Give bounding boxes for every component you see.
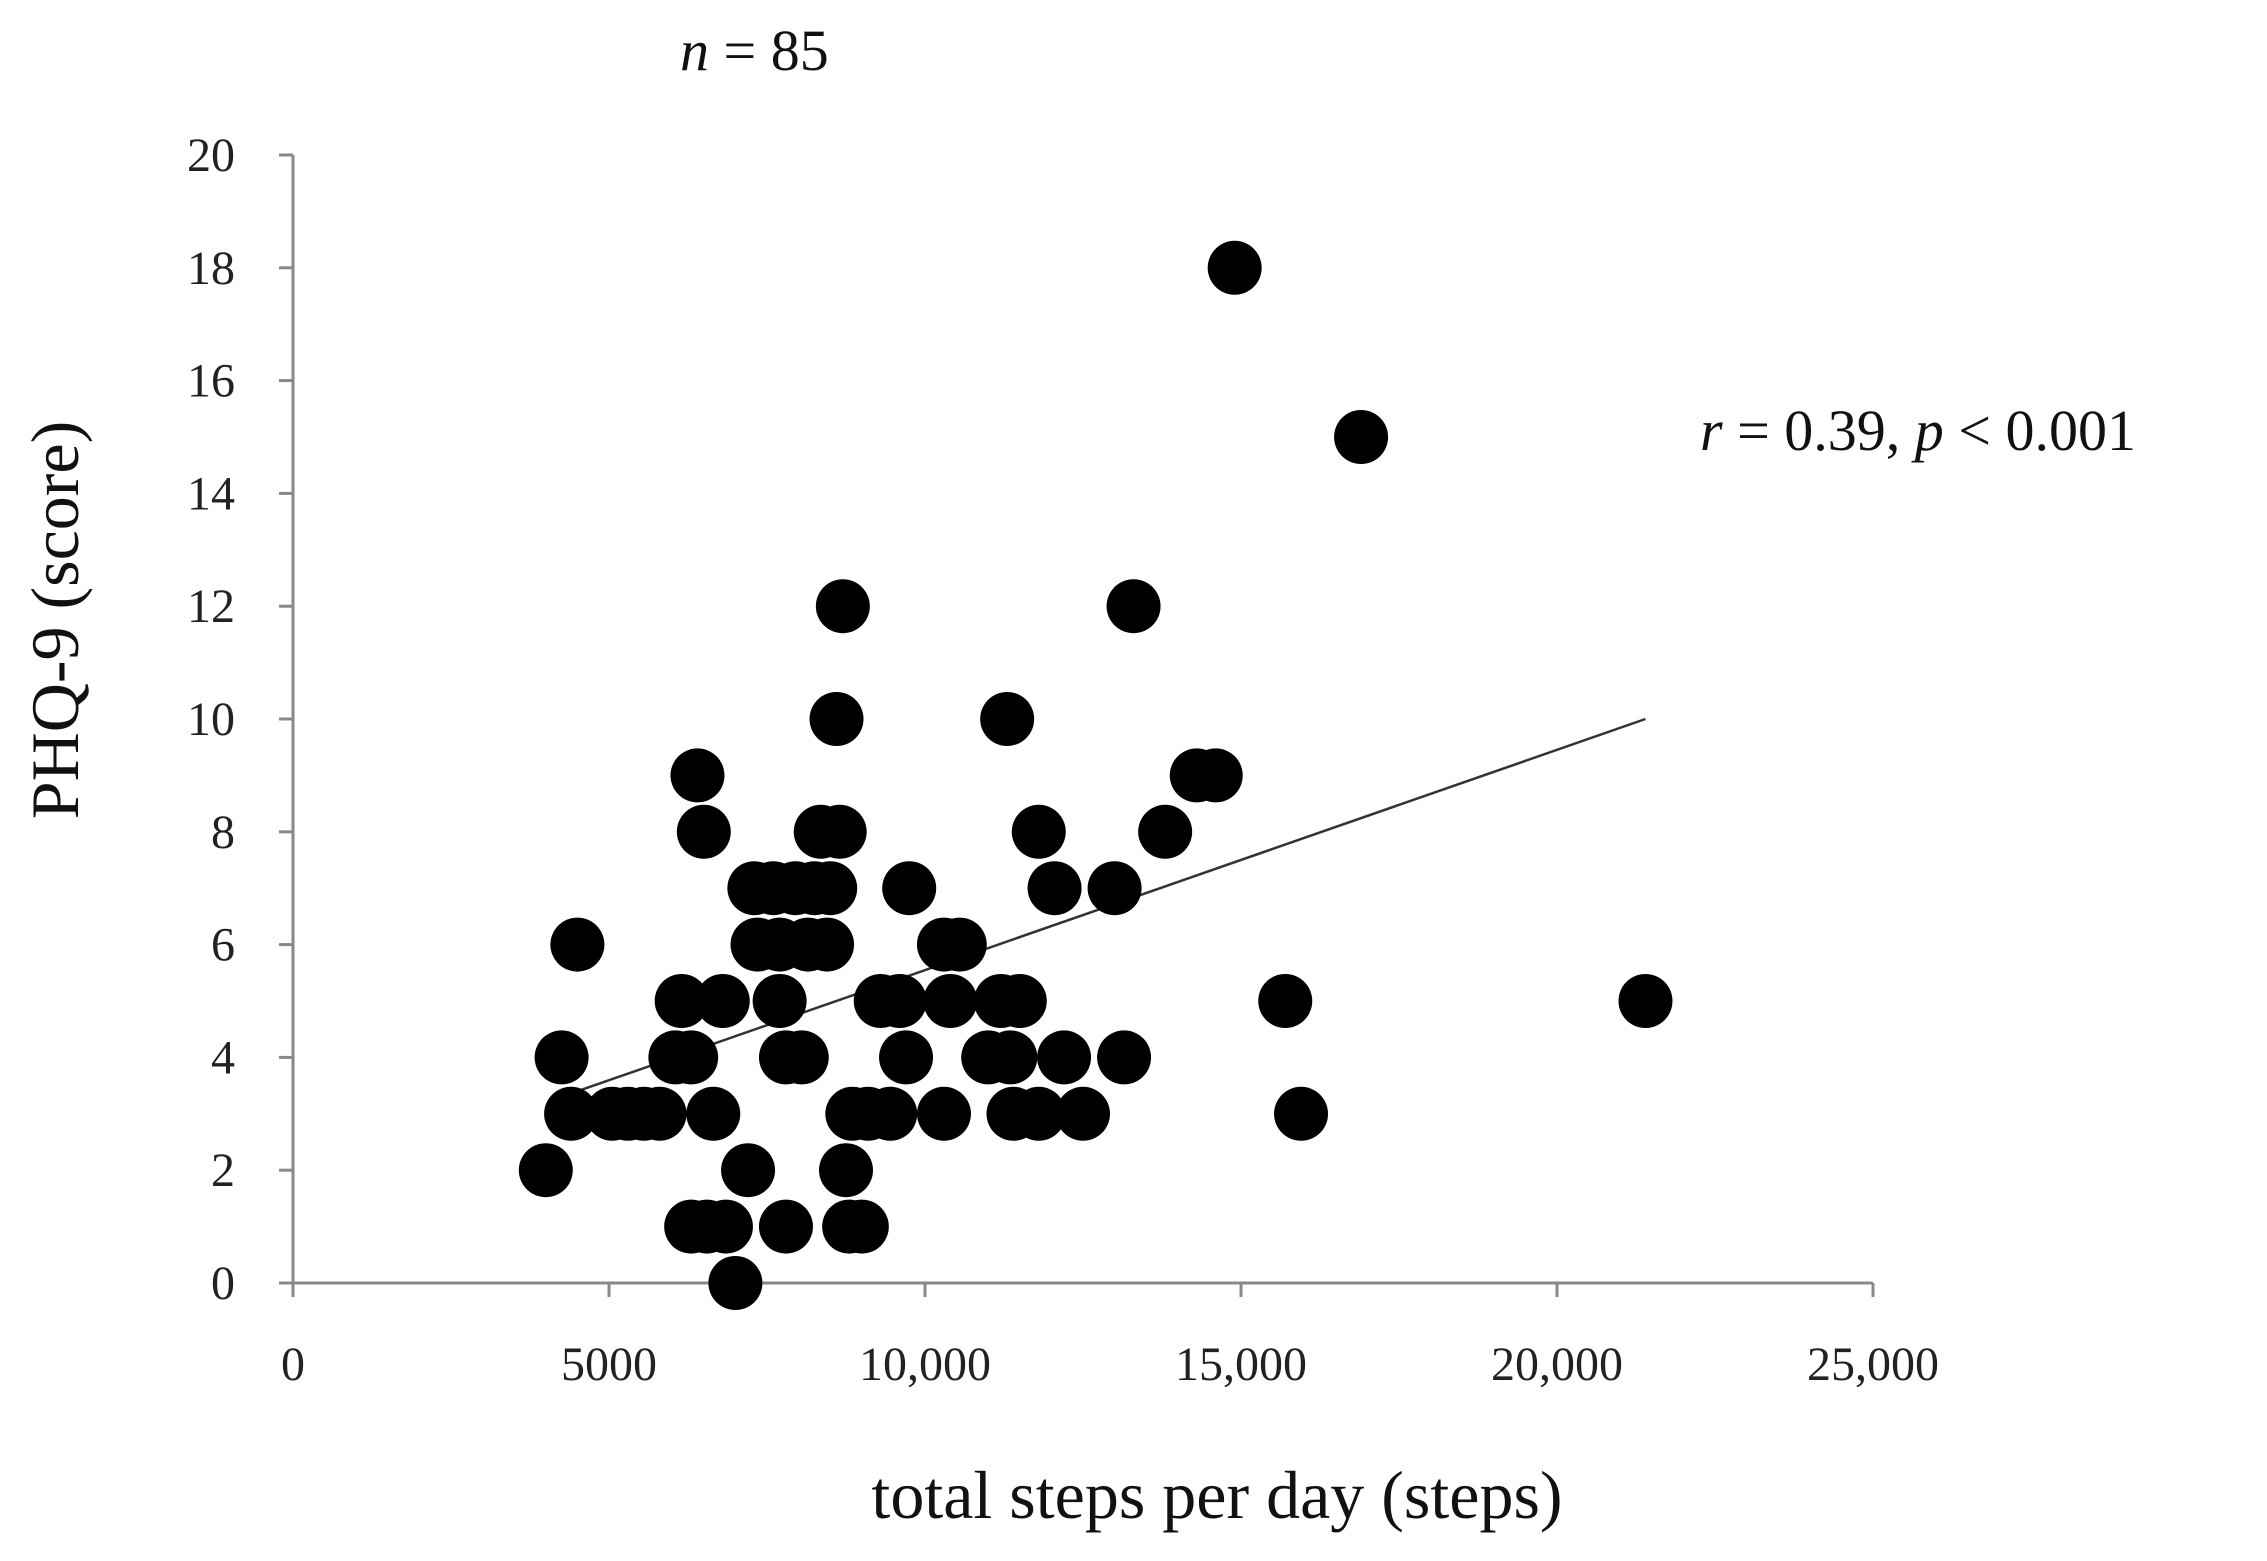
y-tick-label: 4 (211, 1031, 235, 1084)
data-point (1011, 804, 1066, 859)
data-point (1188, 748, 1243, 803)
data-point (518, 1143, 573, 1198)
data-point (932, 917, 987, 972)
data-point (654, 974, 709, 1028)
data-point (834, 1199, 889, 1254)
data-points (518, 240, 1673, 1310)
data-point (670, 748, 725, 803)
data-point (1011, 1086, 1066, 1141)
data-point (1138, 804, 1193, 859)
data-point (534, 1030, 589, 1085)
x-tick-label: 10,000 (859, 1338, 991, 1391)
y-tick-label: 18 (187, 242, 235, 295)
data-point (1618, 974, 1673, 1028)
y-tick-label: 14 (187, 467, 235, 520)
data-point (815, 579, 870, 634)
data-point (1027, 861, 1082, 916)
y-tick-label: 0 (211, 1257, 235, 1310)
data-point (980, 692, 1035, 746)
data-point (1056, 1086, 1110, 1141)
data-point (632, 1086, 687, 1141)
y-tick-label: 8 (211, 806, 235, 859)
data-point (721, 1143, 776, 1198)
data-point (758, 1199, 813, 1254)
data-point (1106, 579, 1161, 634)
data-point (992, 974, 1047, 1028)
data-point (676, 804, 731, 859)
x-tick-label: 5000 (561, 1338, 657, 1391)
data-point (863, 1086, 918, 1141)
data-point (872, 974, 927, 1028)
data-point (708, 1256, 763, 1310)
data-point (1097, 1030, 1152, 1085)
y-tick-label: 2 (211, 1144, 235, 1197)
data-point (544, 1086, 599, 1141)
data-point (1258, 974, 1313, 1028)
data-point (698, 1199, 753, 1254)
data-point (752, 974, 807, 1028)
y-tick-label: 12 (187, 580, 235, 633)
y-tick-label: 16 (187, 355, 235, 408)
x-tick-label: 20,000 (1491, 1338, 1623, 1391)
x-tick-label: 25,000 (1807, 1338, 1939, 1391)
y-axis-title: PHQ-9 (score) (17, 421, 93, 819)
y-tick-label: 20 (187, 129, 235, 182)
data-point (923, 974, 978, 1028)
x-axis-title: total steps per day (steps) (871, 1457, 1562, 1533)
data-point (916, 1086, 971, 1141)
sample-size-label: n = 85 (680, 18, 829, 83)
correlation-label: r = 0.39, p < 0.001 (1700, 398, 2136, 463)
data-point (1087, 861, 1142, 916)
data-point (686, 1086, 741, 1141)
data-point (800, 917, 855, 972)
y-tick-label: 10 (187, 693, 235, 746)
data-point (983, 1030, 1038, 1085)
data-point (774, 1030, 829, 1085)
data-point (664, 1030, 719, 1085)
data-point (1334, 410, 1389, 464)
data-point (819, 1143, 873, 1198)
data-point (1207, 240, 1262, 295)
data-point (879, 1030, 934, 1085)
data-point (882, 861, 937, 916)
data-point (1274, 1086, 1329, 1141)
data-point (809, 692, 864, 746)
data-point (812, 804, 867, 859)
data-point (803, 861, 858, 916)
x-tick-label: 0 (281, 1338, 305, 1391)
data-point (695, 974, 750, 1028)
y-axis: 0 2 4 6 8 10 12 14 16 18 20 (187, 129, 295, 1310)
y-tick-label: 6 (211, 919, 235, 972)
data-point (550, 917, 605, 972)
data-point (1037, 1030, 1092, 1085)
x-axis: 0 5000 10,000 15,000 20,000 25,000 (281, 1281, 1939, 1391)
x-tick-label: 15,000 (1175, 1338, 1307, 1391)
